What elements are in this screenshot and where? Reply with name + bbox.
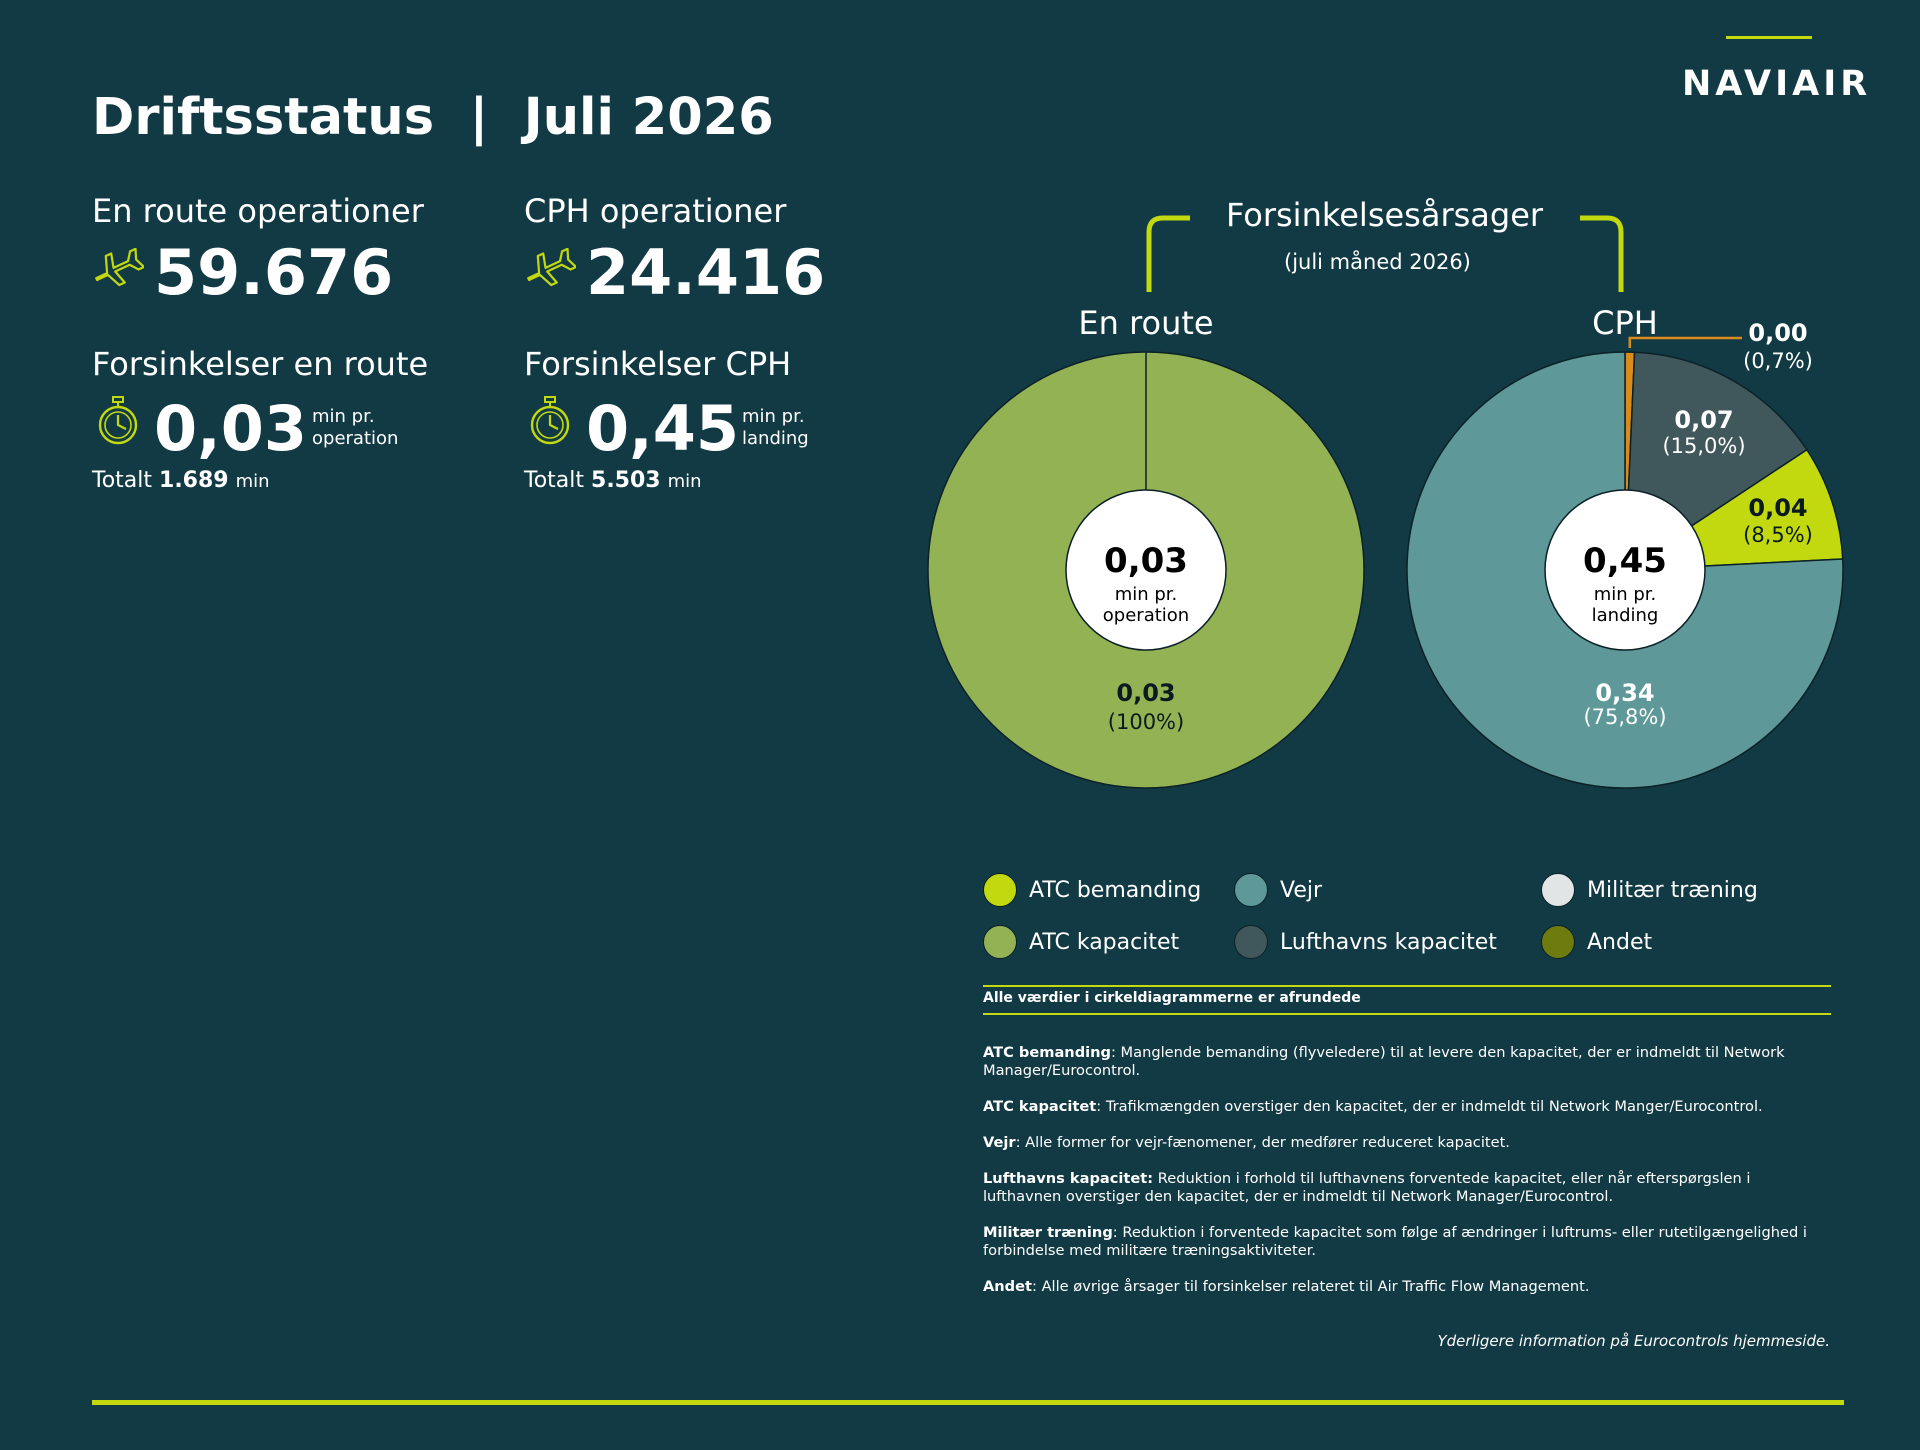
- legend-swatch: [1234, 873, 1268, 907]
- enroute-delay-label: Forsinkelser en route: [92, 345, 429, 383]
- causes-title: Forsinkelsesårsager: [1226, 196, 1544, 234]
- slice-percent-label: (8,5%): [1743, 523, 1813, 547]
- causes-bracket: [1146, 215, 1624, 292]
- logo-accent-line: [1726, 36, 1812, 39]
- definition-item: Lufthavns kapacitet: Reduktion i forhold…: [983, 1170, 1751, 1205]
- cph-delay-label: Forsinkelser CPH: [524, 345, 792, 383]
- enroute-delay-value: 0,03: [154, 392, 307, 465]
- slice-percent-label: (0,7%): [1743, 349, 1813, 373]
- divider: [983, 985, 1831, 987]
- slice-percent-label: (75,8%): [1583, 705, 1666, 729]
- legend-item-militaer: Militær træning: [1541, 872, 1758, 908]
- slice-value-label: 0,04: [1748, 494, 1807, 522]
- legend-item-atc-bemanding: ATC bemanding: [983, 872, 1201, 908]
- slice-percent-label: (100%): [1108, 710, 1184, 734]
- legend-swatch: [983, 925, 1017, 959]
- definition-item: ATC kapacitet: Trafikmængden overstiger …: [983, 1098, 1763, 1115]
- airplane-icon: [524, 248, 576, 288]
- legend-item-atc-kapacitet: ATC kapacitet: [983, 924, 1179, 960]
- cph-delay-total: Totalt 5.503 min: [524, 468, 702, 493]
- definition-item: Andet: Alle øvrige årsager til forsinkel…: [983, 1278, 1590, 1295]
- definitions: ATC bemanding: Manglende bemanding (flyv…: [983, 1044, 1831, 1314]
- definition-item: Vejr: Alle former for vejr-fænomener, de…: [983, 1134, 1510, 1151]
- divider: [983, 1013, 1831, 1015]
- legend-label: Vejr: [1280, 877, 1323, 903]
- legend-item-lufthavns-kapacitet: Lufthavns kapacitet: [1234, 924, 1497, 960]
- pie-center-circle: [1065, 489, 1227, 651]
- legend-label: Andet: [1587, 929, 1653, 955]
- legend-item-andet: Andet: [1541, 924, 1652, 960]
- pie-title: CPH: [1592, 304, 1658, 342]
- pie-center-value: 0,45: [1583, 541, 1667, 581]
- slice-percent-label: (15,0%): [1662, 434, 1745, 458]
- slice-value-label: 0,34: [1595, 679, 1654, 707]
- page-title: Driftsstatus | Juli 2026: [92, 88, 774, 147]
- enroute-delay-unit: min pr. operation: [312, 406, 399, 449]
- rounding-note: Alle værdier i cirkeldiagrammerne er afr…: [983, 990, 1361, 1006]
- pie-center-unit: operation: [1103, 605, 1189, 626]
- pie-center-unit: min pr.: [1115, 584, 1178, 605]
- legend-swatch: [1234, 925, 1268, 959]
- legend-item-vejr: Vejr: [1234, 872, 1322, 908]
- enroute-ops-value: 59.676: [154, 236, 394, 309]
- pie-center-unit: min pr.: [1594, 584, 1657, 605]
- pie-center-value: 0,03: [1104, 541, 1188, 581]
- callout-line: [1628, 336, 1742, 349]
- airplane-icon: [92, 248, 144, 288]
- legend-label: Lufthavns kapacitet: [1280, 929, 1497, 955]
- legend-swatch: [983, 873, 1017, 907]
- stopwatch-icon: [96, 396, 140, 446]
- definition-item: ATC bemanding: Manglende bemanding (flyv…: [983, 1044, 1785, 1079]
- naviair-logo: NAVIAIR: [1682, 64, 1872, 104]
- stopwatch-icon: [528, 396, 572, 446]
- enroute-delay-total: Totalt 1.689 min: [92, 468, 270, 493]
- pie-title: En route: [1078, 304, 1213, 342]
- legend-swatch: [1541, 873, 1575, 907]
- pie-center-unit: landing: [1592, 605, 1659, 626]
- legend-label: ATC bemanding: [1029, 877, 1202, 903]
- cph-ops-value: 24.416: [586, 236, 826, 309]
- legend-label: ATC kapacitet: [1029, 929, 1180, 955]
- slice-value-label: 0,07: [1674, 406, 1733, 434]
- slice-value-label: 0,03: [1116, 679, 1175, 707]
- cph-ops-label: CPH operationer: [524, 192, 787, 230]
- pie-center-circle: [1544, 489, 1706, 651]
- enroute-ops-label: En route operationer: [92, 192, 424, 230]
- bottom-divider: [92, 1400, 1844, 1405]
- cph-delay-value: 0,45: [586, 392, 739, 465]
- legend-swatch: [1541, 925, 1575, 959]
- legend-label: Militær træning: [1587, 877, 1758, 903]
- more-info-link[interactable]: Yderligere information på Eurocontrols h…: [1437, 1332, 1830, 1350]
- cph-delay-unit: min pr. landing: [742, 406, 809, 449]
- slice-value-label: 0,00: [1748, 319, 1807, 347]
- causes-subtitle: (juli måned 2026): [1284, 250, 1471, 274]
- definition-item: Militær træning: Reduktion i forventede …: [983, 1224, 1807, 1259]
